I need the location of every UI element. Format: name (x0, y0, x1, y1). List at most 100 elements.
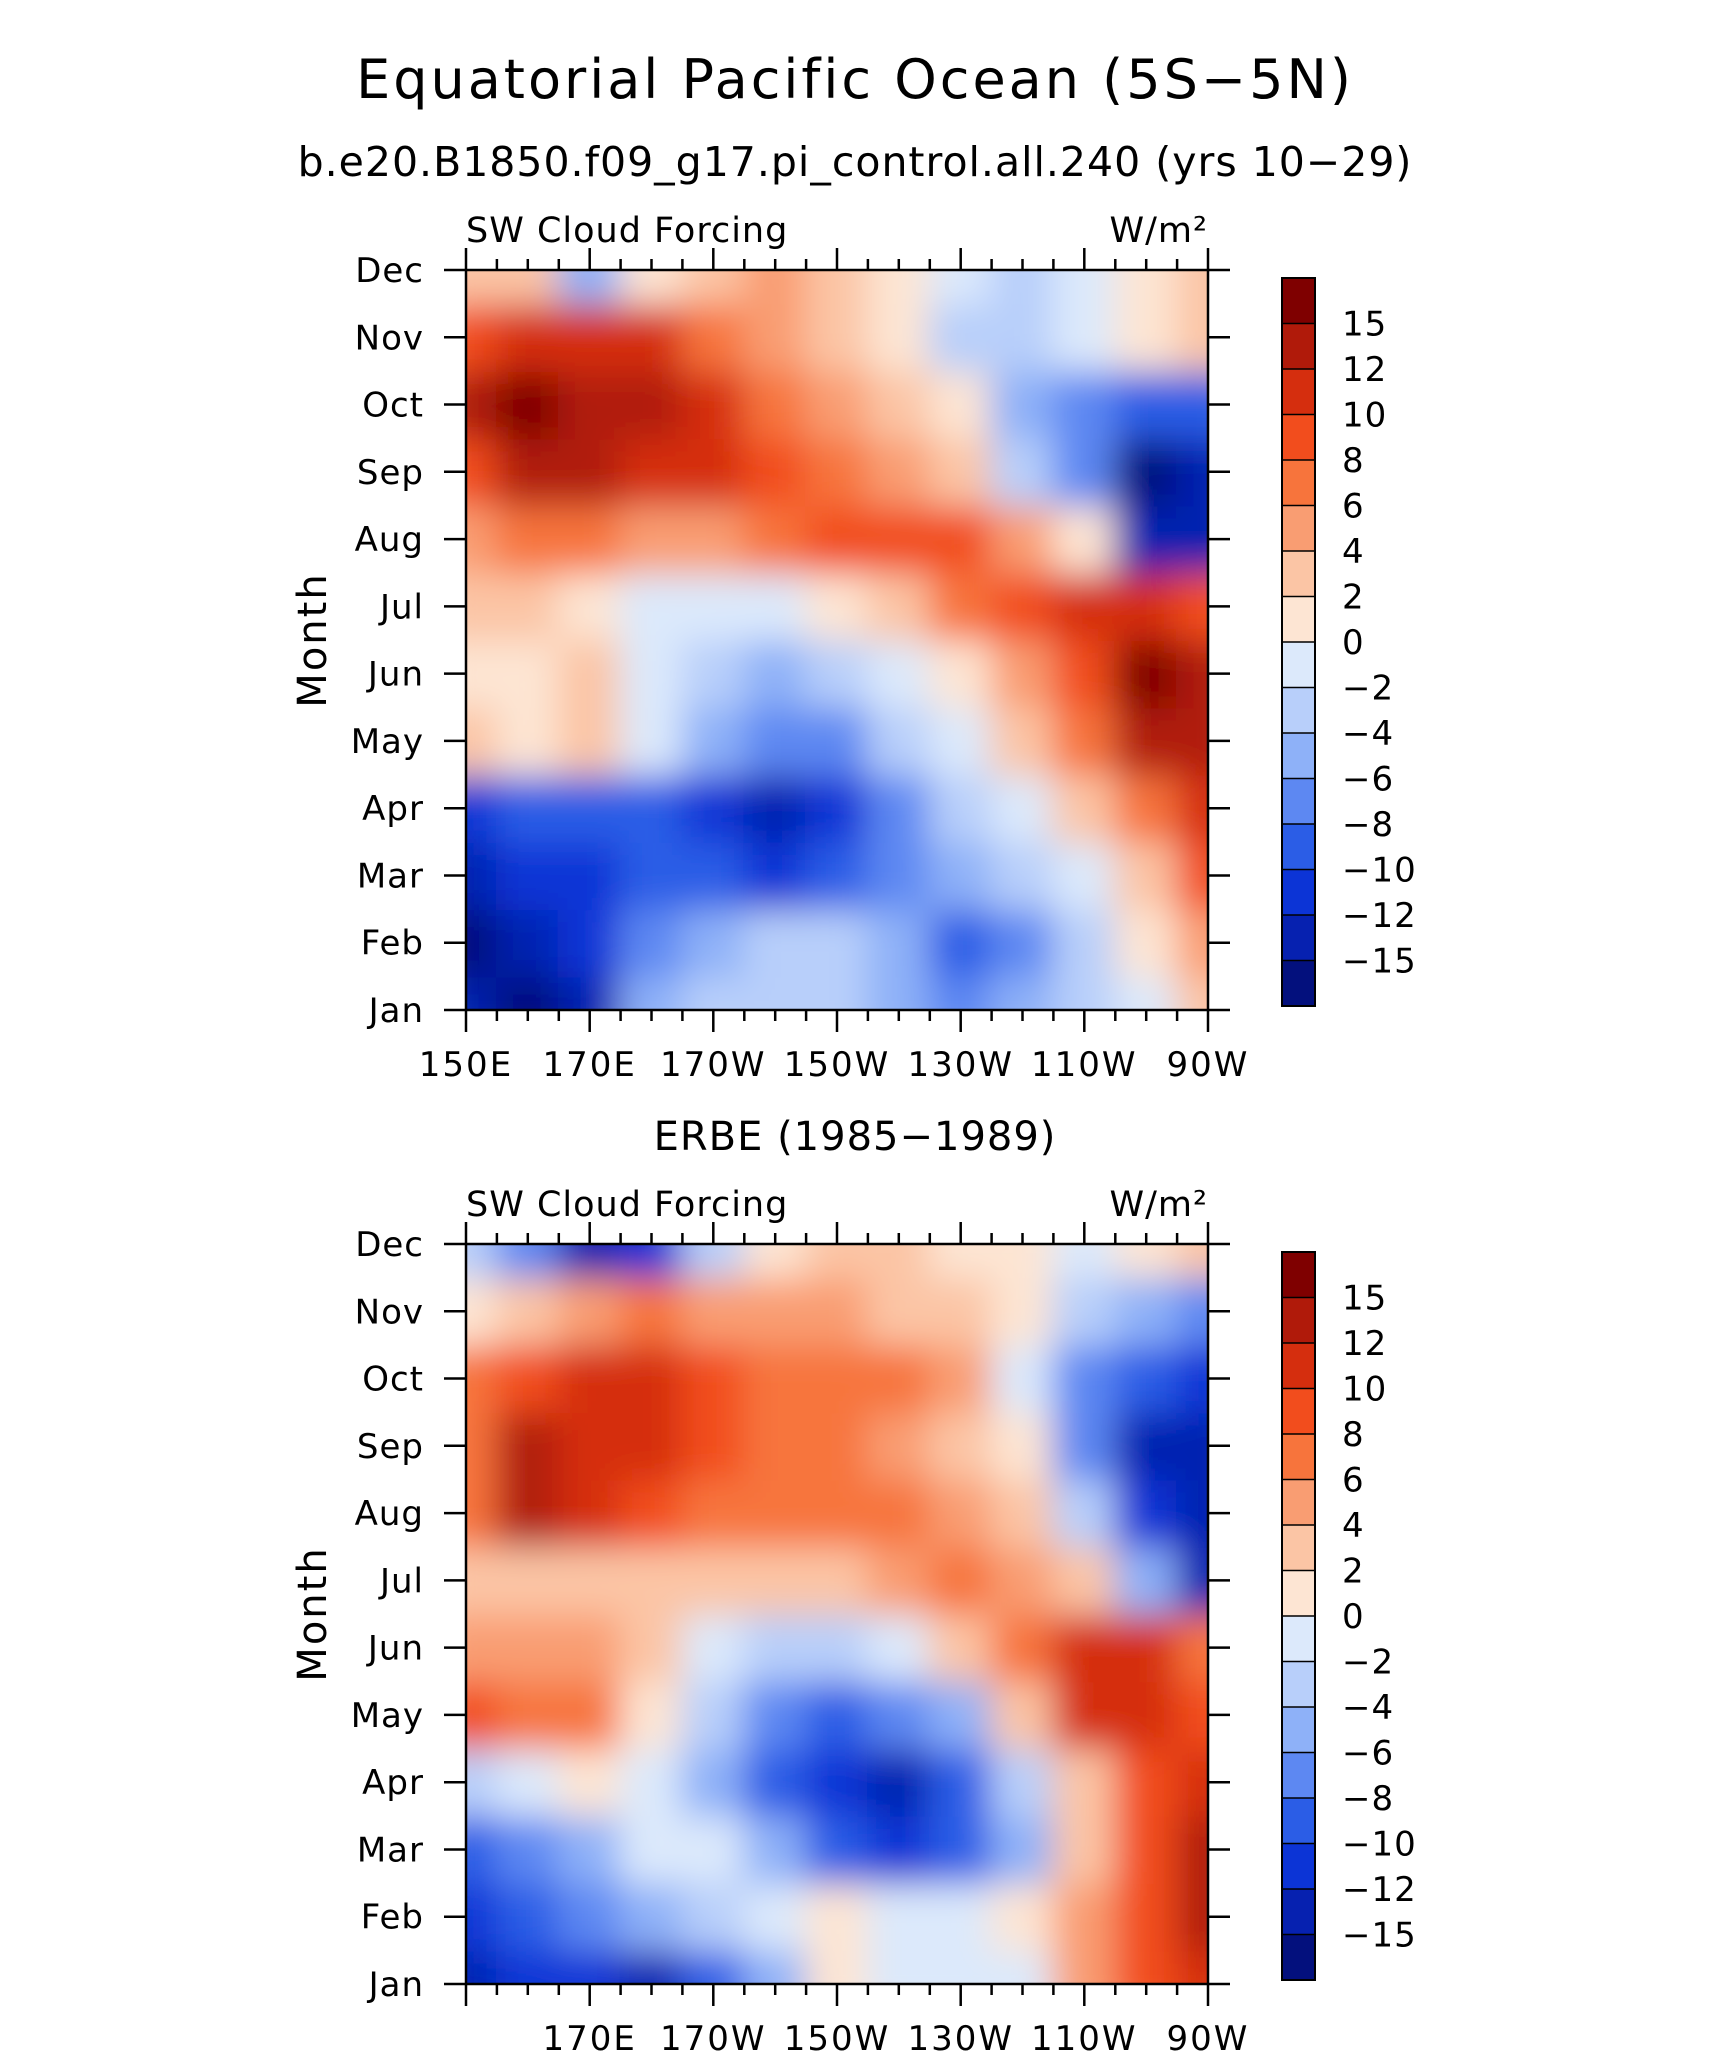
heatmap-cell (1114, 369, 1179, 440)
colorbar-box (1282, 505, 1315, 552)
heatmap-cell (990, 1814, 1055, 1885)
heatmap-cell (1114, 639, 1179, 709)
heatmap-cell (928, 1814, 993, 1885)
heatmap-cell (466, 1343, 498, 1414)
heatmap-cell (1052, 369, 1117, 440)
colorbar-box (1282, 1889, 1315, 1935)
heatmap-cell (990, 1680, 1055, 1750)
heatmap-cell (1176, 1411, 1208, 1481)
heatmap-cell (1114, 908, 1179, 978)
heatmap-cell (681, 1949, 746, 1984)
heatmap-cell (1176, 270, 1208, 305)
y-tick-label: Dec (355, 1225, 424, 1265)
heatmap-cell (681, 1814, 746, 1885)
heatmap-cell (466, 1680, 498, 1750)
panel2-title: ERBE (1985−1989) (653, 1114, 1057, 1160)
y-tick-label: Dec (355, 251, 424, 291)
field-cells (466, 270, 1208, 1010)
colorbar-label: −15 (1342, 1916, 1417, 1956)
heatmap-cell (495, 369, 560, 440)
heatmap-cell (466, 1244, 498, 1279)
colorbar-label: 0 (1342, 1597, 1365, 1637)
heatmap-cell (990, 639, 1055, 709)
heatmap-cell (805, 1949, 869, 1984)
y-tick-label: Nov (355, 1292, 424, 1332)
heatmap-cell (495, 908, 560, 978)
heatmap-cell (928, 1411, 993, 1481)
heatmap-cell (1052, 437, 1117, 507)
heatmap-cell (619, 1411, 684, 1481)
colorbar-frame (1281, 277, 1316, 1007)
heatmap-cell (557, 504, 622, 574)
heatmap-cell (805, 1680, 869, 1750)
heatmap-cell (805, 1882, 869, 1952)
heatmap-cell (1052, 1545, 1117, 1615)
heatmap-cell (681, 302, 746, 372)
colorbar-box (1282, 642, 1315, 688)
heatmap-cell (466, 1613, 498, 1683)
colorbar-label: 12 (1342, 1324, 1387, 1364)
x-tick-label: 150E (419, 1045, 513, 1085)
heatmap-cell (681, 270, 746, 305)
heatmap-cell (866, 773, 931, 843)
heatmap-cell (990, 369, 1055, 440)
heatmap-cell (990, 437, 1055, 507)
heatmap-cell (681, 437, 746, 507)
heatmap-cell (619, 437, 684, 507)
heatmap-cell (466, 571, 498, 641)
heatmap-cell (990, 1411, 1055, 1481)
heatmap-cell (495, 1814, 560, 1885)
heatmap-cell (990, 1343, 1055, 1414)
heatmap-cell (805, 1244, 869, 1279)
colorbar-box (1282, 1661, 1315, 1708)
heatmap-cell (866, 1276, 931, 1346)
y-tick-label: Jun (366, 655, 424, 695)
heatmap-cell (1176, 1276, 1208, 1346)
colorbar-box (1282, 1798, 1315, 1844)
heatmap-cell (681, 1680, 746, 1750)
heatmap-cell (619, 1814, 684, 1885)
heatmap-cell (557, 1276, 622, 1346)
heatmap-cell (1176, 1680, 1208, 1750)
heatmap-cell (928, 369, 993, 440)
heatmap-cell (1114, 437, 1179, 507)
colorbar-label: 10 (1342, 396, 1387, 436)
heatmap-cell (1176, 1478, 1208, 1548)
heatmap-cell (928, 1343, 993, 1414)
heatmap-cell (619, 1478, 684, 1548)
colorbar-label: −8 (1342, 1779, 1394, 1819)
heatmap-cell (619, 840, 684, 911)
heatmap-cell (805, 1276, 869, 1346)
heatmap-cell (495, 1244, 560, 1279)
heatmap-cell (619, 1343, 684, 1414)
heatmap-cell (619, 571, 684, 641)
heatmap-cell (1176, 437, 1208, 507)
heatmap-cell (1052, 1411, 1117, 1481)
heatmap-cell (495, 571, 560, 641)
heatmap-cell (928, 302, 993, 372)
heatmap-cell (1052, 975, 1117, 1010)
heatmap-cell (743, 437, 808, 507)
heatmap-cell (1114, 773, 1179, 843)
heatmap-cell (1052, 1478, 1117, 1548)
heatmap-cell (619, 1545, 684, 1615)
y-tick-label: Jan (367, 991, 424, 1031)
heatmap-cell (1114, 504, 1179, 574)
heatmap-cell (681, 840, 746, 911)
heatmap-cell (1052, 1276, 1117, 1346)
colorbar-label: −10 (1342, 1825, 1417, 1865)
colorbar-box (1282, 1934, 1315, 1981)
heatmap-cell (1176, 1882, 1208, 1952)
colorbar-label: 2 (1342, 1552, 1365, 1592)
heatmap-cell (619, 1680, 684, 1750)
heatmap-cell (928, 706, 993, 776)
heatmap-cell (1052, 270, 1117, 305)
heatmap-cell (990, 302, 1055, 372)
heatmap-cell (466, 639, 498, 709)
heatmap-cell (990, 975, 1055, 1010)
heatmap-cell (928, 504, 993, 574)
heatmap-cell (1114, 1882, 1179, 1952)
heatmap-cell (928, 1949, 993, 1984)
heatmap-cell (557, 840, 622, 911)
heatmap-cell (619, 1276, 684, 1346)
